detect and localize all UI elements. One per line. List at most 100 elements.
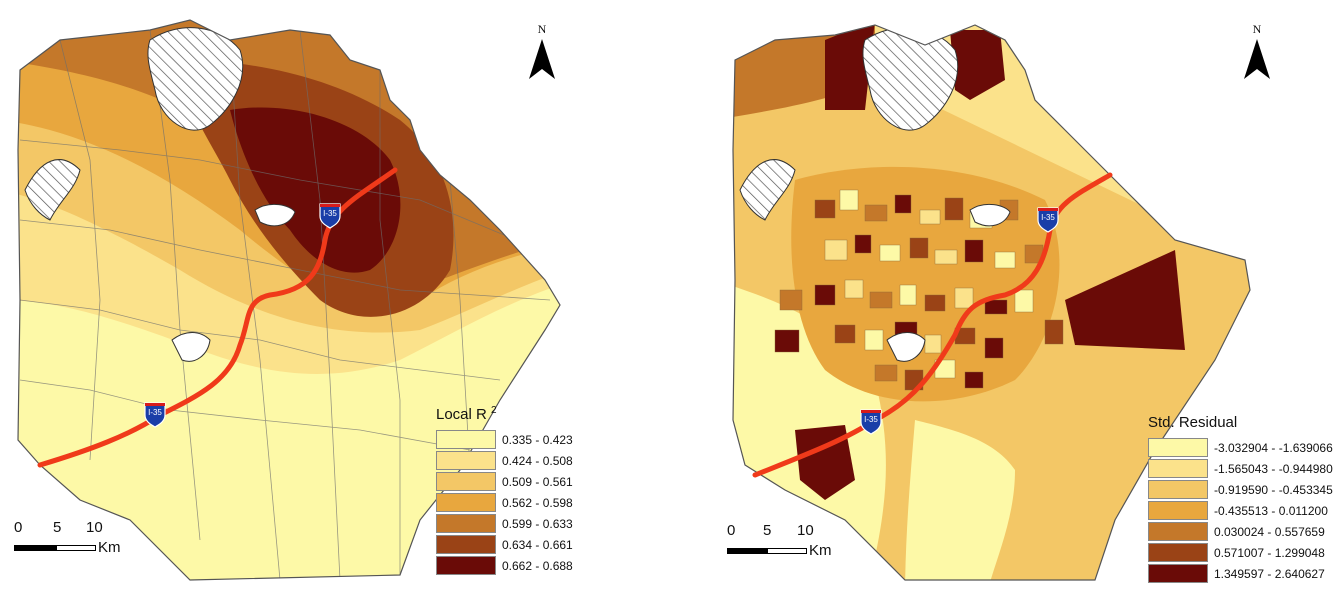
legend-title-superscript: 2 <box>491 405 497 416</box>
legend-label: 1.349597 - 2.640627 <box>1214 566 1325 581</box>
scale-segment-filled <box>14 544 56 551</box>
local-r2-map-panel: I-35 I-35 N Local R 2 0.335 - 0.423 0.42… <box>0 0 660 597</box>
excluded-area-northeast <box>254 203 296 227</box>
legend-swatch <box>436 535 496 554</box>
tract-boundaries <box>19 29 551 580</box>
scale-unit: Km <box>98 539 121 556</box>
highway-i35 <box>37 167 398 468</box>
scale-bar-line: Km <box>14 539 121 556</box>
legend-title-text: Local R <box>436 406 487 423</box>
i35-shield-south-label: I-35 <box>148 408 162 417</box>
residual-tract-north-2 <box>950 30 1005 100</box>
scale-bar-ticks: 0 5 10 <box>14 519 121 539</box>
residual-zone-south <box>905 420 1015 580</box>
i35-shield-north: I-35 <box>319 203 341 229</box>
legend-entry: 0.335 - 0.423 <box>436 429 573 450</box>
legend-label: 0.599 - 0.633 <box>502 516 573 531</box>
legend-label: 0.662 - 0.688 <box>502 558 573 573</box>
legend-title-text: Std. Residual <box>1148 414 1238 431</box>
legend-swatch <box>436 430 496 449</box>
legend-swatch <box>436 493 496 512</box>
residual-tract-southwest <box>795 425 855 500</box>
north-arrow-label: N <box>1252 22 1262 36</box>
legend-title: Local R 2 <box>436 405 573 423</box>
legend-entry: 0.662 - 0.688 <box>436 555 573 576</box>
std-residual-legend: Std. Residual -3.032904 - -1.639066 -1.5… <box>1148 413 1333 584</box>
residual-tract-mosaic <box>774 189 1064 391</box>
i35-shield-north-label: I-35 <box>1041 213 1055 222</box>
legend-swatch <box>1148 438 1208 457</box>
legend-swatch <box>1148 459 1208 478</box>
legend-label: 0.571007 - 1.299048 <box>1214 545 1325 560</box>
scale-segment-empty <box>56 544 96 551</box>
scale-tick-label: 5 <box>53 519 62 536</box>
legend-swatch <box>1148 480 1208 499</box>
local-r2-legend: Local R 2 0.335 - 0.423 0.424 - 0.508 0.… <box>436 405 573 576</box>
i35-shield-south: I-35 <box>144 402 166 428</box>
i35-shield-south-label: I-35 <box>864 415 878 424</box>
legend-swatch <box>436 451 496 470</box>
legend-entry: 0.509 - 0.561 <box>436 471 573 492</box>
north-arrow: N <box>527 22 557 86</box>
legend-entry: 0.562 - 0.598 <box>436 492 573 513</box>
north-arrow-icon <box>529 39 555 79</box>
north-arrow-icon <box>1244 39 1270 79</box>
scale-tick-label: 5 <box>763 522 772 539</box>
legend-entry: -0.435513 - 0.011200 <box>1148 500 1333 521</box>
legend-label: 0.562 - 0.598 <box>502 495 573 510</box>
legend-entry: 0.571007 - 1.299048 <box>1148 542 1333 563</box>
legend-entry: -3.032904 - -1.639066 <box>1148 437 1333 458</box>
excluded-area-central <box>886 332 926 362</box>
excluded-area-west <box>739 159 796 221</box>
i35-shield-north-label: I-35 <box>323 209 337 218</box>
legend-label: -0.435513 - 0.011200 <box>1214 503 1328 518</box>
std-residual-map-panel: I-35 I-35 N Std. Residual -3.032904 - -1… <box>715 0 1338 597</box>
excluded-area-northeast <box>969 203 1011 227</box>
county-outline <box>17 19 561 581</box>
scale-bar-line: Km <box>727 542 832 559</box>
legend-label: 0.634 - 0.661 <box>502 537 573 552</box>
legend-entry: 0.599 - 0.633 <box>436 513 573 534</box>
legend-label: 0.509 - 0.561 <box>502 474 573 489</box>
i35-shield-south: I-35 <box>860 409 882 435</box>
std-residual-map: I-35 I-35 <box>732 24 1251 581</box>
legend-label: -3.032904 - -1.639066 <box>1214 440 1333 455</box>
legend-entry: 0.424 - 0.508 <box>436 450 573 471</box>
legend-label: 0.424 - 0.508 <box>502 453 573 468</box>
i35-shield-north: I-35 <box>1037 207 1059 233</box>
legend-entry: 0.634 - 0.661 <box>436 534 573 555</box>
scale-bar: 0 5 10 Km <box>727 522 832 559</box>
residual-tract-east <box>1065 250 1185 350</box>
scale-bar: 0 5 10 Km <box>14 519 121 556</box>
residual-tract-north-1 <box>825 25 875 110</box>
legend-swatch <box>1148 543 1208 562</box>
legend-swatch <box>436 556 496 575</box>
legend-swatch <box>1148 564 1208 583</box>
legend-entry: 1.349597 - 2.640627 <box>1148 563 1333 584</box>
excluded-area-west <box>24 159 81 221</box>
scale-tick-label: 10 <box>86 519 103 536</box>
legend-label: -0.919590 - -0.453345 <box>1214 482 1333 497</box>
scale-tick-label: 10 <box>797 522 814 539</box>
scale-segment-filled <box>727 547 767 554</box>
legend-swatch <box>1148 522 1208 541</box>
legend-title: Std. Residual <box>1148 413 1333 431</box>
scale-bar-ticks: 0 5 10 <box>727 522 832 542</box>
scale-tick-label: 0 <box>14 519 23 536</box>
legend-entry: -0.919590 - -0.453345 <box>1148 479 1333 500</box>
legend-label: -1.565043 - -0.944980 <box>1214 461 1333 476</box>
legend-label: 0.030024 - 0.557659 <box>1214 524 1325 539</box>
local-r2-map: I-35 I-35 <box>17 19 561 581</box>
legend-entry: 0.030024 - 0.557659 <box>1148 521 1333 542</box>
map-zone-darkest <box>230 107 401 273</box>
legend-swatch <box>436 514 496 533</box>
legend-swatch <box>1148 501 1208 520</box>
legend-entry: -1.565043 - -0.944980 <box>1148 458 1333 479</box>
legend-swatch <box>436 472 496 491</box>
north-arrow: N <box>1242 22 1272 86</box>
excluded-area-central <box>171 332 211 362</box>
legend-label: 0.335 - 0.423 <box>502 432 573 447</box>
scale-unit: Km <box>809 542 832 559</box>
scale-segment-empty <box>767 547 807 554</box>
north-arrow-label: N <box>537 22 547 36</box>
